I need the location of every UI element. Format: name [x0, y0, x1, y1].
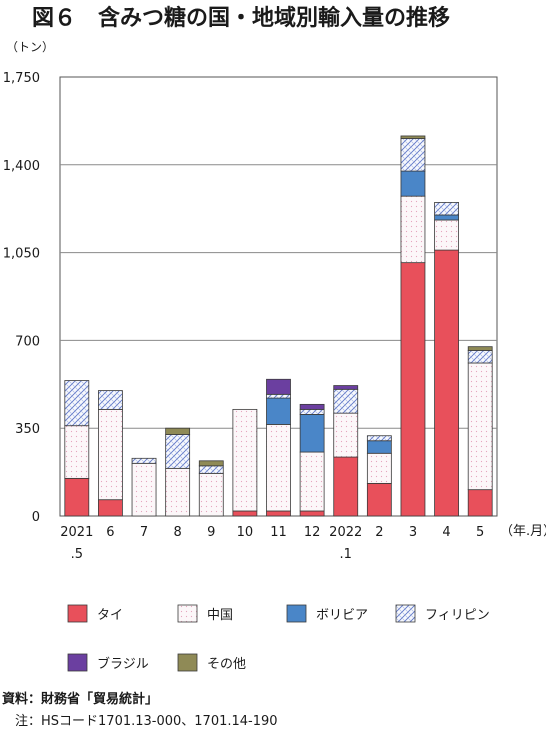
bar-segment-bolivia: [299, 414, 325, 453]
bar-segment-thailand: [434, 249, 459, 517]
legend-label-other: その他: [207, 657, 246, 672]
x-tick-label: 8: [174, 525, 182, 540]
bar-segment-philippines: [467, 350, 493, 364]
bar-segment-china: [64, 425, 90, 479]
y-axis-ticks: 0 350 700 1,050 1,400 1,750: [3, 71, 40, 525]
legend-swatch-china: [177, 604, 198, 623]
legend-label-thailand: タイ: [97, 608, 123, 623]
bar-segment-thailand: [232, 510, 258, 517]
bar-segment-philippines: [98, 390, 123, 410]
x-tick-label: 3: [409, 525, 417, 540]
bar-segment-thailand: [333, 456, 359, 517]
bar-segment-china: [131, 462, 157, 517]
bar-segment-bolivia: [434, 214, 459, 221]
bar-segment-other: [165, 427, 191, 435]
bar-segment-china: [98, 408, 123, 501]
bar-segment-bolivia: [400, 170, 426, 197]
legend-swatch-other: [177, 653, 198, 672]
bar-segment-other: [400, 135, 426, 139]
legend-label-bolivia: ボリビア: [316, 608, 368, 623]
bar-segment-philippines: [198, 465, 224, 474]
x-axis-unit: （年.月）: [500, 524, 546, 539]
chart-title: 図６ 含みつ糖の国・地域別輸入量の推移: [32, 5, 450, 31]
bar-segment-philippines: [165, 434, 191, 469]
bar-segment-philippines: [333, 388, 359, 414]
bar-segment-other: [467, 346, 493, 351]
y-tick-label: 1,750: [3, 71, 40, 86]
source-note: 資料：財務省「貿易統計」: [2, 692, 159, 707]
bar-segment-philippines: [131, 457, 157, 464]
bar-segment-philippines: [434, 202, 459, 216]
bar-segment-china: [434, 219, 459, 251]
x-tick-label: .1: [340, 547, 352, 562]
y-axis-unit: （トン）: [6, 40, 54, 54]
x-tick-label: 7: [140, 525, 148, 540]
x-tick-label: 5: [476, 525, 484, 540]
bar-segment-other: [198, 460, 224, 467]
bar-segment-china: [198, 472, 224, 517]
x-tick-label: 10: [237, 525, 254, 540]
bar-segment-thailand: [299, 510, 325, 517]
x-tick-label: 12: [304, 525, 321, 540]
legend-label-brazil: ブラジル: [97, 656, 149, 672]
bar-segment-philippines: [266, 393, 291, 399]
y-tick-label: 1,050: [3, 247, 40, 262]
bar-segment-thailand: [266, 510, 291, 517]
legend-swatch-philippines: [395, 604, 416, 623]
bar-segment-bolivia: [366, 440, 392, 454]
bar-segment-thailand: [400, 262, 426, 517]
x-tick-label: 2021: [60, 525, 93, 540]
x-tick-label: 2022: [329, 525, 362, 540]
x-tick-label: 6: [106, 525, 114, 540]
bar-segment-brazil: [266, 378, 291, 395]
x-axis-ticks: 2021 .5 6 7 8 9 10 11 12 2022 .1 2 3 4 5: [60, 525, 484, 562]
legend-swatch-thailand: [67, 604, 88, 623]
legend-label-philippines: フィリピン: [425, 608, 490, 623]
y-tick-label: 1,400: [3, 159, 40, 174]
bar-segment-thailand: [98, 499, 123, 517]
x-tick-label: 9: [207, 525, 215, 540]
bar-segment-china: [299, 451, 325, 512]
bar-segment-china: [400, 195, 426, 264]
y-tick-label: 0: [32, 510, 40, 525]
bar-segment-china: [333, 412, 359, 458]
bar-segment-philippines: [299, 408, 325, 415]
x-tick-label: 11: [270, 525, 287, 540]
bar-segment-thailand: [366, 482, 392, 517]
bar-segment-china: [232, 408, 258, 512]
legend-swatch-brazil: [67, 653, 88, 672]
bar-segment-philippines: [64, 380, 90, 427]
x-tick-label: 4: [442, 525, 450, 540]
bar-segment-china: [366, 452, 392, 484]
x-tick-label: .5: [71, 547, 83, 562]
bar-segment-philippines: [400, 138, 426, 172]
bar-segment-china: [266, 424, 291, 512]
bar-segment-brazil: [333, 385, 359, 390]
x-tick-label: 2: [375, 525, 383, 540]
bar-segment-china: [467, 362, 493, 491]
bar-segment-china: [165, 467, 191, 517]
y-tick-label: 700: [15, 334, 40, 349]
bar-segment-bolivia: [266, 397, 291, 425]
bar-segment-thailand: [467, 489, 493, 517]
footnote: 注：HSコード1701.13-000、1701.14-190: [2, 714, 278, 729]
bar-segment-thailand: [64, 477, 90, 517]
bar-segment-brazil: [299, 403, 325, 410]
legend-swatch-bolivia: [286, 604, 307, 623]
bars: [64, 135, 493, 517]
bar-segment-philippines: [366, 435, 392, 442]
legend-label-china: 中国: [207, 608, 233, 623]
y-tick-label: 350: [15, 422, 40, 437]
